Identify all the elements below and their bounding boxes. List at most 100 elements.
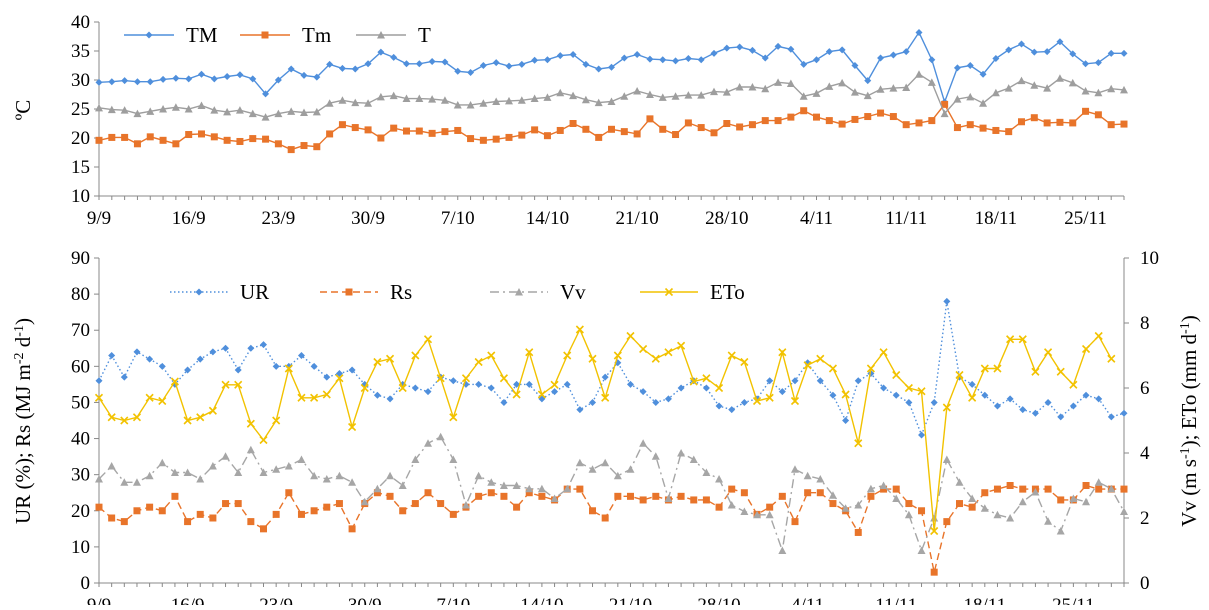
climate-series-vv	[95, 432, 1128, 554]
climate-series-rs-point	[335, 500, 343, 508]
temperature-series-tm-point	[633, 50, 641, 58]
climate-y-tick-label: 30	[71, 465, 90, 486]
climate-y-tick-label: 60	[71, 356, 90, 377]
temperature-legend-t-marker	[377, 31, 385, 39]
climate-series-rs-point	[348, 525, 356, 533]
climate-series-rs-point	[829, 500, 837, 508]
temperature-series-t-point	[761, 84, 770, 93]
climate-series-eto-point	[183, 416, 192, 425]
climate-series-ur-point	[943, 297, 951, 305]
temperature-series-tm-point	[672, 57, 680, 65]
climate-series-vv-point	[386, 471, 395, 480]
axis-label-part: -1	[1178, 447, 1193, 459]
temperature-series-tm-point	[1094, 59, 1102, 67]
climate-series-ur-point	[95, 377, 103, 385]
temperature-series-t-point	[876, 85, 885, 93]
climate-series-vv-point	[310, 471, 319, 480]
temperature-series-tm-point	[838, 120, 846, 128]
temperature-series-tm-point	[748, 121, 756, 129]
temperature-series-tm-point	[902, 48, 910, 56]
climate-series-rs-point	[740, 489, 748, 497]
temperature-series-tm-point	[518, 131, 526, 139]
temperature-series-t-point	[915, 70, 923, 78]
climate-series-vv-point	[727, 501, 736, 509]
climate-series-vv-point	[677, 449, 686, 457]
climate-y-tick-label: 40	[71, 429, 90, 450]
temperature-series-tm-point	[697, 124, 705, 132]
climate-series-ur-point	[601, 373, 609, 381]
climate-series-eto-point	[94, 393, 104, 402]
temperature-series-t-point	[979, 99, 988, 107]
climate-series-eto-point	[993, 364, 1002, 373]
temperature-series-t-point	[248, 109, 257, 118]
climate-series-rs-point	[247, 518, 255, 526]
temperature-x-tick-label: 4/11	[800, 208, 833, 229]
temperature-series-tm-point	[877, 109, 885, 117]
climate-series-ur-point	[247, 344, 255, 352]
temperature-series-tm-point	[569, 50, 577, 58]
temperature-series-tm-point	[415, 127, 423, 135]
temperature-series-tm-point	[428, 129, 436, 137]
climate-x-tick-label: 21/10	[609, 595, 652, 605]
climate-series-ur-point	[475, 380, 483, 388]
climate-series-eto-point	[677, 341, 686, 350]
temperature-series-tm-point	[326, 60, 334, 68]
climate-series-ur-point	[260, 341, 268, 349]
climate-series-eto-point	[272, 416, 281, 425]
climate-series-rs-point	[816, 489, 824, 497]
climate-series-eto	[94, 325, 1116, 536]
climate-legend-rs: Rs	[320, 280, 412, 304]
climate-y2-tick-label: 4	[1140, 443, 1150, 464]
temperature-series-tm-point	[928, 56, 936, 64]
climate-series-vv-point	[816, 475, 825, 483]
temperature-series-tm-point	[441, 58, 449, 66]
temperature-series-t-point	[991, 88, 1000, 97]
temperature-series-t-point	[902, 83, 911, 92]
climate-series-vv-point	[132, 478, 141, 486]
climate-series-rs-point	[880, 485, 888, 493]
axis-label-part: d	[11, 336, 35, 352]
temperature-series-tm-point	[697, 56, 705, 64]
temperature-series-t-point	[364, 99, 373, 107]
climate-series-rs-point	[424, 489, 432, 497]
climate-series-vv-point	[120, 478, 129, 486]
climate-series-eto-point	[474, 357, 483, 367]
climate-series-ur-point	[108, 352, 116, 359]
climate-series-vv-point	[879, 481, 888, 489]
temperature-series-tm-point	[531, 56, 539, 64]
climate-series-eto-point	[727, 351, 736, 360]
temperature-series-tm-point	[1120, 120, 1128, 128]
climate-series-vv-point	[575, 458, 584, 467]
climate-legend-vv-label: Vv	[560, 280, 586, 304]
temperature-series-tm-point	[326, 130, 334, 138]
climate-series-vv-point	[601, 458, 610, 467]
climate-series-ur-point	[272, 362, 280, 370]
climate-series-ur-point	[487, 384, 495, 392]
climate-series-eto-point	[765, 393, 774, 402]
temperature-series-t-point	[440, 96, 449, 104]
climate-series-eto-point	[714, 383, 724, 393]
temperature-series-tm-point	[556, 126, 564, 134]
temperature-series-tm-point	[249, 75, 257, 83]
climate-series-ur-point	[146, 355, 154, 363]
temperature-series-t-point	[710, 87, 718, 96]
temperature-series-t-point	[594, 98, 603, 107]
climate-series-ur-point	[348, 366, 356, 374]
climate-series-rs-point	[475, 492, 483, 500]
temperature-series-tm-point	[1005, 46, 1013, 54]
climate-y-tick-label: 90	[71, 248, 90, 269]
climate-series-eto-point	[866, 364, 875, 373]
climate-series-vv-point	[436, 432, 445, 441]
temperature-series-tm-point	[505, 133, 513, 141]
temperature-series-tm-point	[787, 45, 795, 53]
climate-series-ur-point	[335, 370, 343, 378]
climate-series-rs-point	[513, 503, 521, 511]
temperature-legend-tm-label: TM	[186, 23, 218, 47]
temperature-series-tm-point	[1082, 107, 1090, 115]
climate-series-vv-point	[639, 439, 648, 447]
climate-series-eto-point	[702, 374, 711, 383]
climate-series-vv-point	[1006, 514, 1015, 522]
climate-series-ur-point	[829, 391, 837, 399]
temperature-series-t-point	[133, 109, 142, 118]
climate-series-vv-point	[968, 494, 977, 502]
